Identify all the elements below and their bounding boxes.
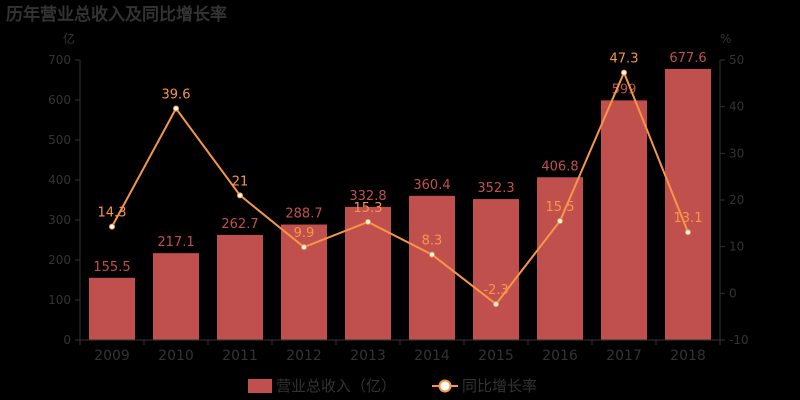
line-value-label: 8.3	[422, 234, 443, 249]
line-point	[429, 251, 435, 258]
left-axis-unit: 亿	[63, 31, 75, 46]
right-axis: -10 0 10 20 30 40 50%	[719, 32, 749, 347]
line-point	[173, 105, 179, 112]
x-tick-label: 2012	[286, 348, 322, 364]
left-tick-label: 400	[48, 173, 71, 187]
bar	[409, 195, 455, 340]
right-axis-unit: %	[720, 32, 731, 46]
line-value-label: -2.3	[483, 283, 508, 298]
left-tick-label: 200	[48, 253, 71, 267]
bar	[217, 234, 263, 340]
bar	[473, 199, 519, 340]
line-value-label: 15.5	[546, 200, 575, 215]
line-value-label: 9.9	[294, 226, 315, 241]
bar-value-label: 360.4	[413, 178, 450, 193]
bar	[601, 100, 647, 341]
right-tick-label: 40	[729, 100, 744, 114]
x-tick-label: 2017	[606, 348, 642, 364]
line-point	[301, 244, 307, 251]
right-tick-label: 0	[729, 286, 737, 300]
left-tick-label: 0	[63, 333, 71, 347]
line-value-label: 15.3	[354, 201, 383, 216]
right-tick-label: 10	[729, 240, 744, 254]
line-point	[237, 192, 243, 199]
left-axis: 0 100 200 300 400 500 600 700 亿	[48, 31, 81, 347]
x-tick-label: 2018	[670, 348, 706, 364]
x-tick-label: 2014	[414, 348, 450, 364]
line-point	[493, 301, 499, 308]
x-tick-label: 2013	[350, 348, 386, 364]
x-tick-label: 2009	[94, 348, 130, 364]
line-point	[621, 69, 627, 76]
left-tick-label: 300	[48, 213, 71, 227]
legend: 营业总收入（亿） 同比增长率	[248, 377, 537, 395]
x-tick-label: 2010	[158, 348, 194, 364]
legend-line-label: 同比增长率	[462, 377, 537, 395]
bar-value-label: 155.5	[93, 260, 130, 275]
bar	[281, 224, 327, 340]
bar-value-label: 406.8	[541, 159, 578, 174]
legend-bar-swatch	[248, 379, 272, 393]
bar-value-label: 332.8	[349, 189, 386, 204]
bar-value-label: 262.7	[221, 217, 258, 232]
x-tick-label: 2016	[542, 348, 578, 364]
left-tick-label: 700	[48, 53, 71, 67]
line-point	[557, 218, 563, 224]
growth-polyline	[111, 69, 689, 306]
growth-line: 14.3 39.6 21 9.9 15.3 8.3 -2.3 15.5 47.3 13.1	[98, 52, 703, 308]
line-value-label: 21	[232, 174, 249, 189]
legend-marker-icon	[438, 379, 452, 393]
line-value-label: 47.3	[610, 52, 639, 67]
line-value-label: 14.3	[98, 206, 127, 221]
right-tick-label: -10	[729, 333, 749, 347]
bar-value-label: 677.6	[669, 51, 706, 66]
bar	[665, 68, 711, 341]
x-tick-label: 2015	[478, 348, 514, 364]
left-tick-label: 100	[48, 293, 71, 307]
bar-value-label: 217.1	[157, 235, 194, 250]
bar-value-label: 352.3	[477, 181, 514, 196]
right-tick-label: 20	[729, 193, 744, 207]
line-value-label: 39.6	[162, 88, 191, 103]
bar-value-label: 288.7	[285, 207, 322, 222]
x-tick-label: 2011	[222, 348, 258, 364]
legend-bar-label: 营业总收入（亿）	[276, 377, 396, 395]
line-point	[685, 229, 691, 236]
bar	[537, 177, 583, 340]
left-tick-label: 600	[48, 93, 71, 107]
bar	[89, 277, 135, 340]
right-tick-label: 30	[729, 146, 744, 160]
chart-title: 历年营业总收入及同比增长率	[6, 4, 227, 25]
line-point	[365, 218, 371, 225]
left-tick-label: 500	[48, 133, 71, 147]
right-tick-label: 50	[729, 53, 744, 67]
x-axis: 2009 2010 2011 2012 2013 2014 2015 2016 2017 2018	[79, 339, 721, 364]
bar	[153, 253, 199, 340]
line-point	[109, 223, 115, 230]
line-value-label: 13.1	[674, 211, 703, 226]
bar	[345, 206, 391, 340]
